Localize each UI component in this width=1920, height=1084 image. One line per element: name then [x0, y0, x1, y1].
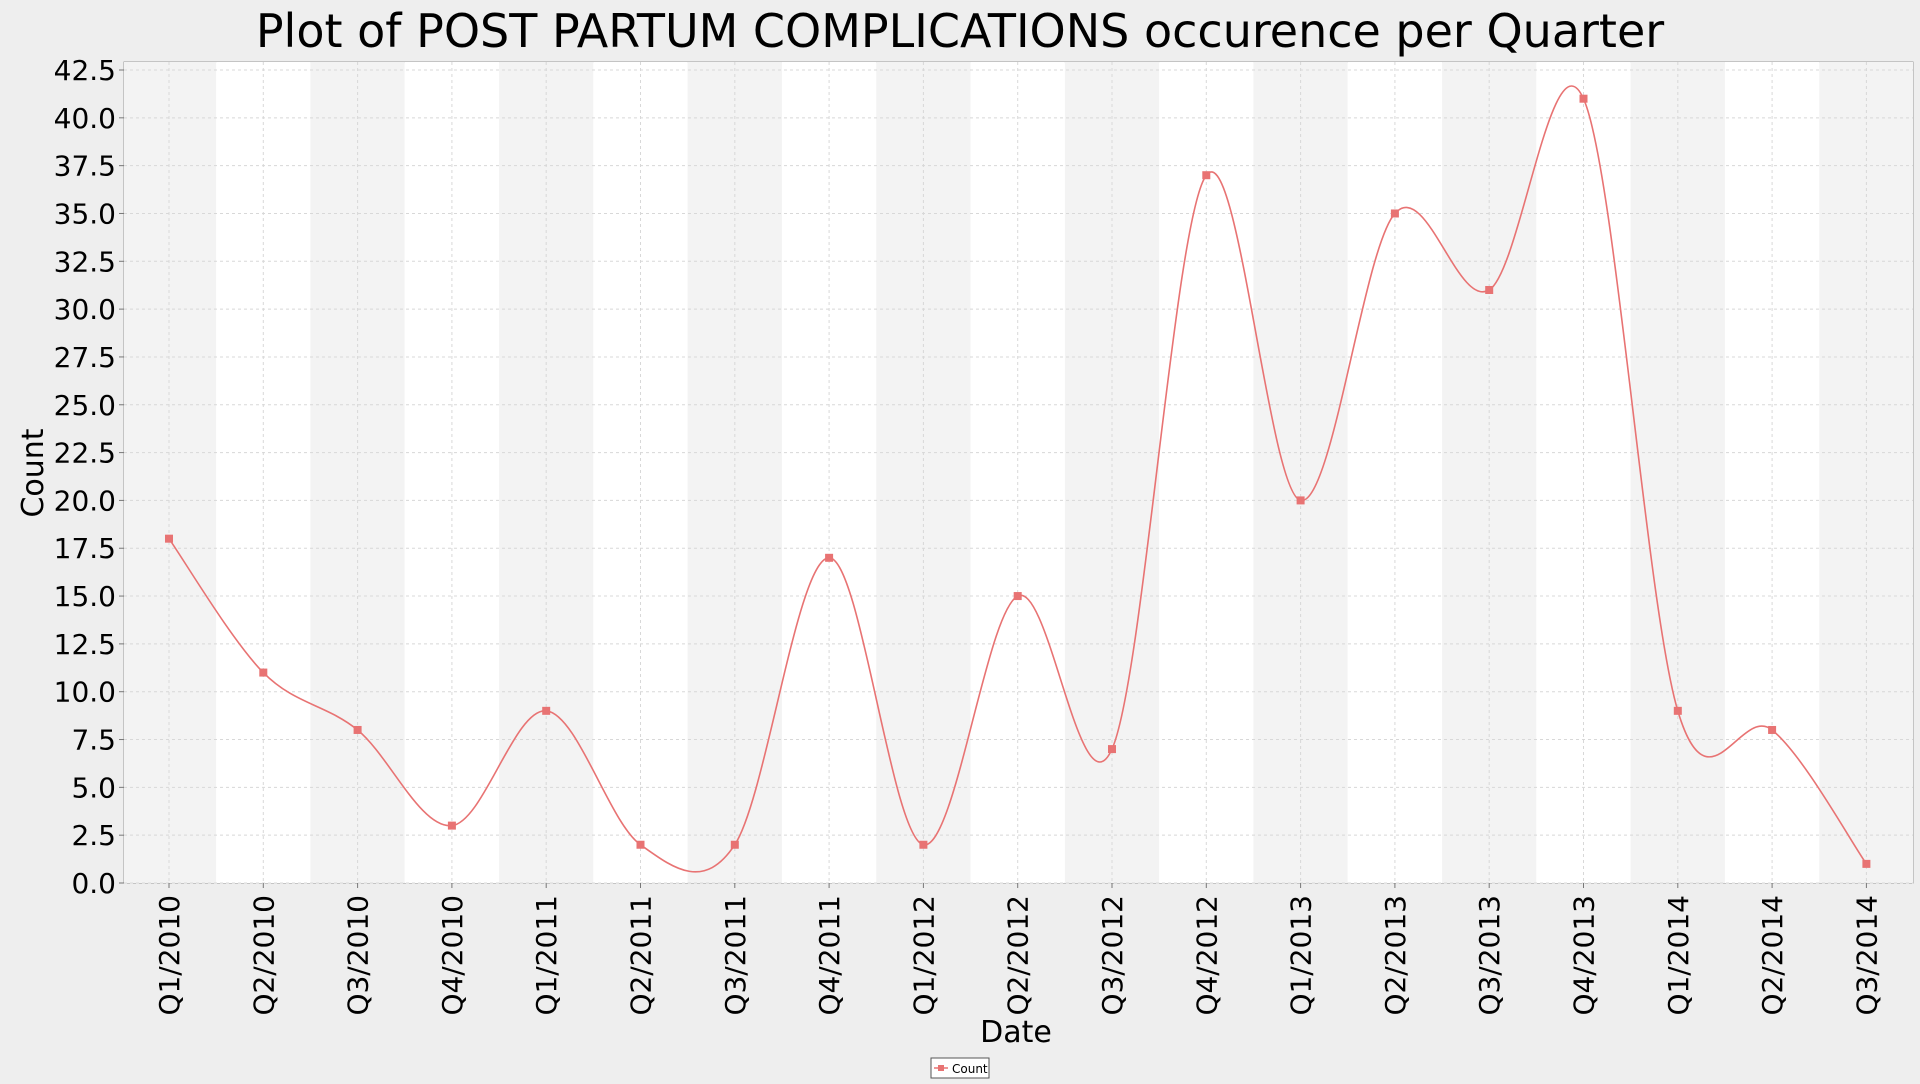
grid-lines	[124, 62, 1913, 884]
data-point	[259, 668, 268, 677]
y-tick-label: 42.5	[54, 54, 116, 87]
data-point	[1768, 725, 1777, 734]
x-tick-label: Q2/2012	[1002, 895, 1035, 1016]
x-tick-label: Q2/2011	[625, 895, 658, 1016]
data-point	[919, 840, 928, 849]
y-tick-label: 25.0	[54, 389, 116, 422]
x-tick-label: Q2/2014	[1756, 895, 1789, 1016]
data-point	[1013, 592, 1022, 601]
x-tick-label: Q1/2014	[1662, 895, 1695, 1016]
x-tick-label: Q3/2013	[1473, 895, 1506, 1016]
x-tick-label: Q3/2011	[719, 895, 752, 1016]
x-tick-label: Q4/2013	[1568, 895, 1601, 1016]
data-point	[1390, 209, 1399, 218]
data-point	[447, 821, 456, 830]
x-tick-label: Q4/2011	[813, 895, 846, 1016]
y-tick-label: 35.0	[54, 197, 116, 230]
y-tick-label: 20.0	[54, 484, 116, 517]
category-bands	[124, 62, 1913, 883]
x-tick-label: Q1/2010	[153, 895, 186, 1016]
data-point	[1296, 496, 1305, 505]
data-point	[1862, 859, 1871, 868]
data-point	[1579, 94, 1588, 103]
data-point	[825, 553, 834, 562]
x-tick-label: Q1/2012	[907, 895, 940, 1016]
x-tick-label: Q1/2013	[1285, 895, 1318, 1016]
x-tick-label: Q2/2010	[247, 895, 280, 1016]
band	[124, 62, 217, 883]
legend-label: Count	[952, 1062, 988, 1076]
y-tick-label: 0.0	[71, 867, 116, 900]
y-tick-label: 2.5	[71, 819, 116, 852]
data-point	[1673, 706, 1682, 715]
y-tick-label: 17.5	[54, 532, 116, 565]
x-tick-label: Q3/2012	[1096, 895, 1129, 1016]
y-tick-label: 40.0	[54, 102, 116, 135]
legend: Count	[930, 1057, 990, 1079]
data-point	[636, 840, 645, 849]
y-tick-label: 10.0	[54, 676, 116, 709]
data-point	[353, 725, 362, 734]
x-axis-label: Date	[980, 1015, 1052, 1050]
x-tick-label: Q4/2010	[436, 895, 469, 1016]
y-tick-label: 22.5	[54, 437, 116, 470]
y-tick-label: 27.5	[54, 341, 116, 374]
data-point	[1108, 745, 1116, 754]
legend-marker	[938, 1065, 944, 1071]
data-point	[1485, 285, 1494, 294]
y-tick-label: 7.5	[71, 724, 116, 757]
x-axis: Q1/2010 Q2/2010 Q3/2010 Q4/2010 Q1/2011 Q2/20…	[153, 883, 1883, 1016]
y-tick-label: 5.0	[71, 771, 116, 804]
x-tick-label: Q3/2010	[342, 895, 375, 1016]
y-tick-label: 37.5	[54, 150, 116, 183]
x-tick-label: Q4/2012	[1190, 895, 1223, 1016]
y-tick-label: 12.5	[54, 628, 116, 661]
x-tick-label: Q2/2013	[1379, 895, 1412, 1016]
x-tick-label: Q3/2014	[1850, 895, 1883, 1016]
series-count	[165, 85, 1871, 873]
y-tick-label: 15.0	[54, 580, 116, 613]
y-tick-label: 32.5	[54, 245, 116, 278]
x-tick-label: Q1/2011	[530, 895, 563, 1016]
y-axis: 0.0 2.5 5.0 7.5 10.0 12.5 15.0 17.5 20.0 22.5 25.0…	[54, 54, 124, 900]
data-point	[165, 534, 173, 543]
data-point	[1202, 171, 1211, 180]
legend-box	[930, 1057, 990, 1079]
chart-title: Plot of POST PARTUM COMPLICATIONS occure…	[256, 4, 1664, 58]
data-point	[542, 706, 551, 715]
y-axis-label: Count	[16, 428, 51, 517]
y-tick-label: 30.0	[54, 293, 116, 326]
data-point	[730, 840, 739, 849]
